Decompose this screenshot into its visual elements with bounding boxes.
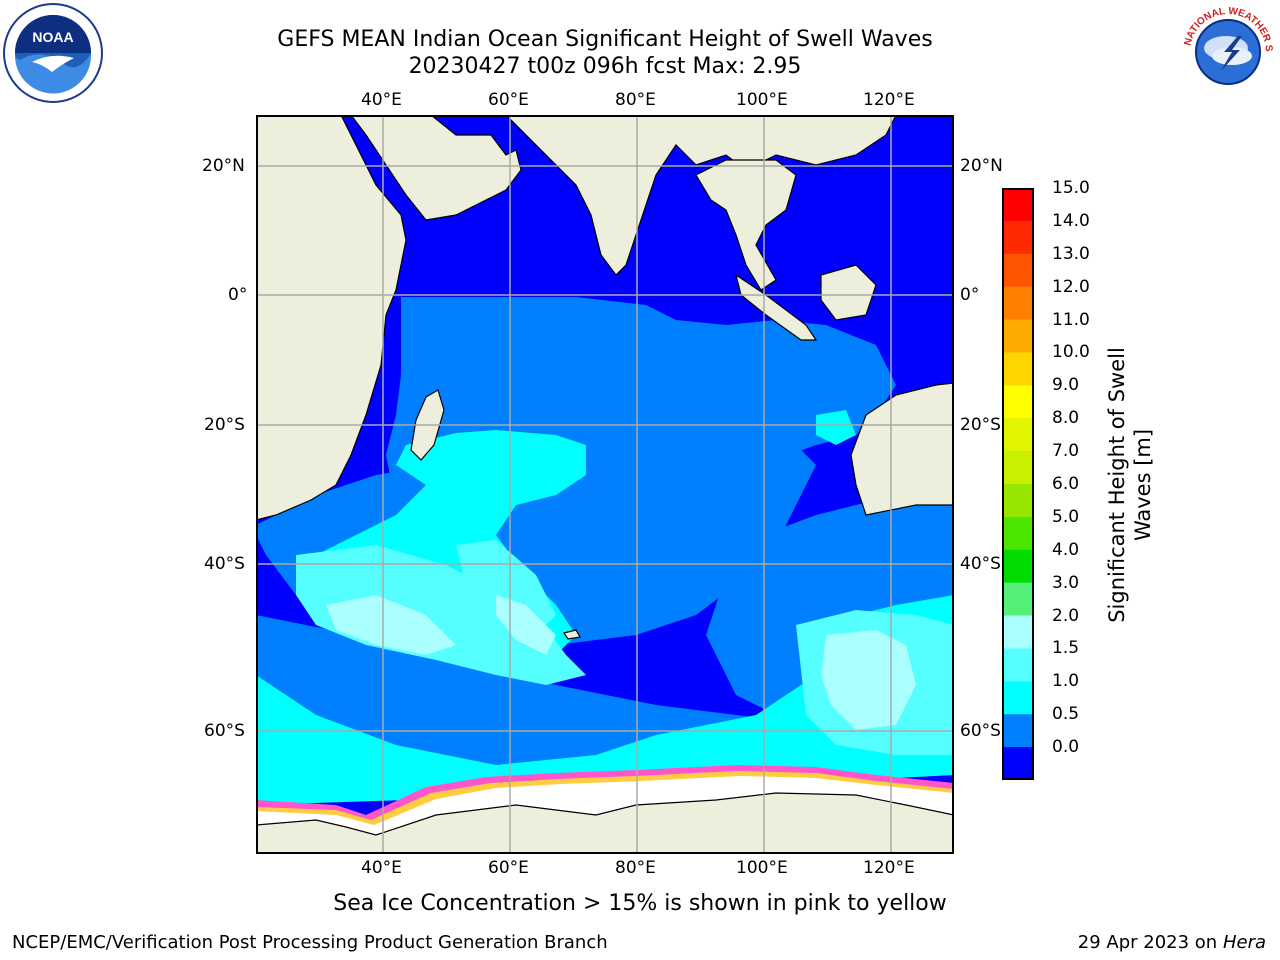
footer-date-text: 29 Apr 2023 on [1077, 932, 1223, 953]
gridlines [256, 115, 954, 854]
colorbar-swatch [1002, 714, 1034, 748]
lon-tick-top: 80°E [615, 90, 656, 110]
chart-title: GEFS MEAN Indian Ocean Significant Heigh… [277, 27, 933, 52]
colorbar-tick-label: 3.0 [1052, 572, 1080, 593]
noaa-logo: NOAA [3, 3, 103, 103]
colorbar-tick-label: 8.0 [1052, 408, 1080, 429]
map-frame [256, 115, 954, 854]
colorbar-title: Significant Height of Swell Waves [m] [1105, 347, 1155, 623]
colorbar-title-line2: Waves [m] [1131, 429, 1155, 541]
lon-tick-top: 60°E [488, 90, 529, 110]
footer-host: Hera [1222, 932, 1266, 953]
colorbar-swatch [1002, 352, 1034, 386]
colorbar-swatch [1002, 286, 1034, 321]
colorbar-tick-label: 1.0 [1052, 671, 1080, 692]
colorbar-tick-label: 14.0 [1052, 210, 1090, 231]
ocean-map [256, 115, 954, 854]
colorbar-swatch [1002, 648, 1034, 682]
wave-2.0-3.0-west [326, 595, 456, 655]
colorbar-tick-label: 10.0 [1052, 342, 1090, 363]
colorbar-swatch [1002, 385, 1034, 419]
lon-tick-top: 40°E [361, 90, 402, 110]
colorbar-swatch [1002, 418, 1034, 452]
lat-tick-right: 40°S [960, 554, 1001, 574]
wave-1.5-2.0-west [296, 545, 586, 685]
colorbar-swatch [1002, 451, 1034, 485]
arabia-land [350, 115, 522, 221]
colorbar-tick-label: 12.0 [1052, 276, 1090, 297]
lon-tick-bottom: 80°E [615, 858, 656, 878]
lon-tick-bottom: 40°E [361, 858, 402, 878]
colorbar-tick-label: 4.0 [1052, 539, 1080, 560]
noaa-logo-text: NOAA [32, 29, 73, 45]
antarctica-land [256, 792, 954, 854]
lon-tick-bottom: 60°E [488, 858, 529, 878]
nws-logo: NATIONAL WEATHER SERVICE [1176, 0, 1278, 102]
lat-tick-left: 60°S [204, 721, 245, 741]
lon-tick-top: 120°E [863, 90, 915, 110]
colorbar-swatch [1002, 220, 1034, 255]
lat-tick-right: 0° [960, 285, 980, 305]
colorbar-swatch [1002, 253, 1034, 288]
colorbar-tick-label: 0.5 [1052, 704, 1080, 725]
australia-land [850, 382, 954, 516]
lon-tick-bottom: 100°E [736, 858, 788, 878]
colorbar-tick-label: 11.0 [1052, 309, 1090, 330]
colorbar-swatch [1002, 582, 1034, 617]
colorbar-tick-label: 7.0 [1052, 441, 1080, 462]
colorbar-tick-label: 13.0 [1052, 243, 1090, 264]
lat-tick-left: 20°S [204, 415, 245, 435]
land [256, 115, 954, 854]
colorbar-frame [1002, 188, 1034, 780]
colorbar-swatch [1002, 549, 1034, 584]
borneo-land [820, 264, 877, 321]
wave-2.0-3.0-east [821, 630, 916, 730]
colorbar-tick-label: 6.0 [1052, 474, 1080, 494]
kerguelen-land [563, 629, 581, 640]
lat-tick-right: 20°S [960, 415, 1001, 435]
india-land [505, 115, 897, 276]
colorbar-swatch [1002, 747, 1034, 780]
colorbar-tick-label: 15.0 [1052, 178, 1090, 198]
sumatra-land [735, 273, 818, 341]
wave-2.0-3.0-mid [496, 595, 556, 655]
wave-1.0-1.5-spot [816, 410, 856, 445]
footer-date: 29 Apr 2023 on Hera [1078, 932, 1266, 954]
colorbar-tick-label: 0.0 [1052, 737, 1080, 758]
lat-tick-right: 60°S [960, 721, 1001, 741]
colorbar-swatch [1002, 615, 1034, 649]
colorbar-title-line1: Significant Height of Swell [1105, 347, 1129, 623]
lon-tick-bottom: 120°E [863, 858, 915, 878]
footer-branch: NCEP/EMC/Verification Post Processing Pr… [12, 932, 608, 953]
chart-subtitle: 20230427 t00z 096h fcst Max: 2.95 [408, 54, 802, 79]
colorbar-swatch [1002, 484, 1034, 518]
indochina-land [695, 159, 797, 291]
lon-tick-top: 100°E [736, 90, 788, 110]
colorbar-tick-label: 2.0 [1052, 605, 1080, 626]
lat-tick-left: 0° [228, 285, 248, 305]
lat-tick-left: 40°S [204, 554, 245, 574]
colorbar-swatch [1002, 681, 1034, 715]
lat-tick-right: 20°N [960, 156, 1003, 176]
wave-1.0-1.5-south [256, 595, 954, 805]
colorbar-swatch [1002, 319, 1034, 353]
colorbar-swatch [1002, 516, 1034, 551]
colorbar-tick-label: 1.5 [1052, 638, 1080, 659]
sea-ice-caption: Sea Ice Concentration > 15% is shown in … [333, 891, 947, 916]
colorbar-tick-label: 5.0 [1052, 506, 1080, 527]
colorbar-tick-label: 9.0 [1052, 375, 1080, 396]
colorbar-swatch [1002, 188, 1034, 222]
colorbar [1002, 188, 1034, 780]
lat-tick-left: 20°N [202, 156, 245, 176]
